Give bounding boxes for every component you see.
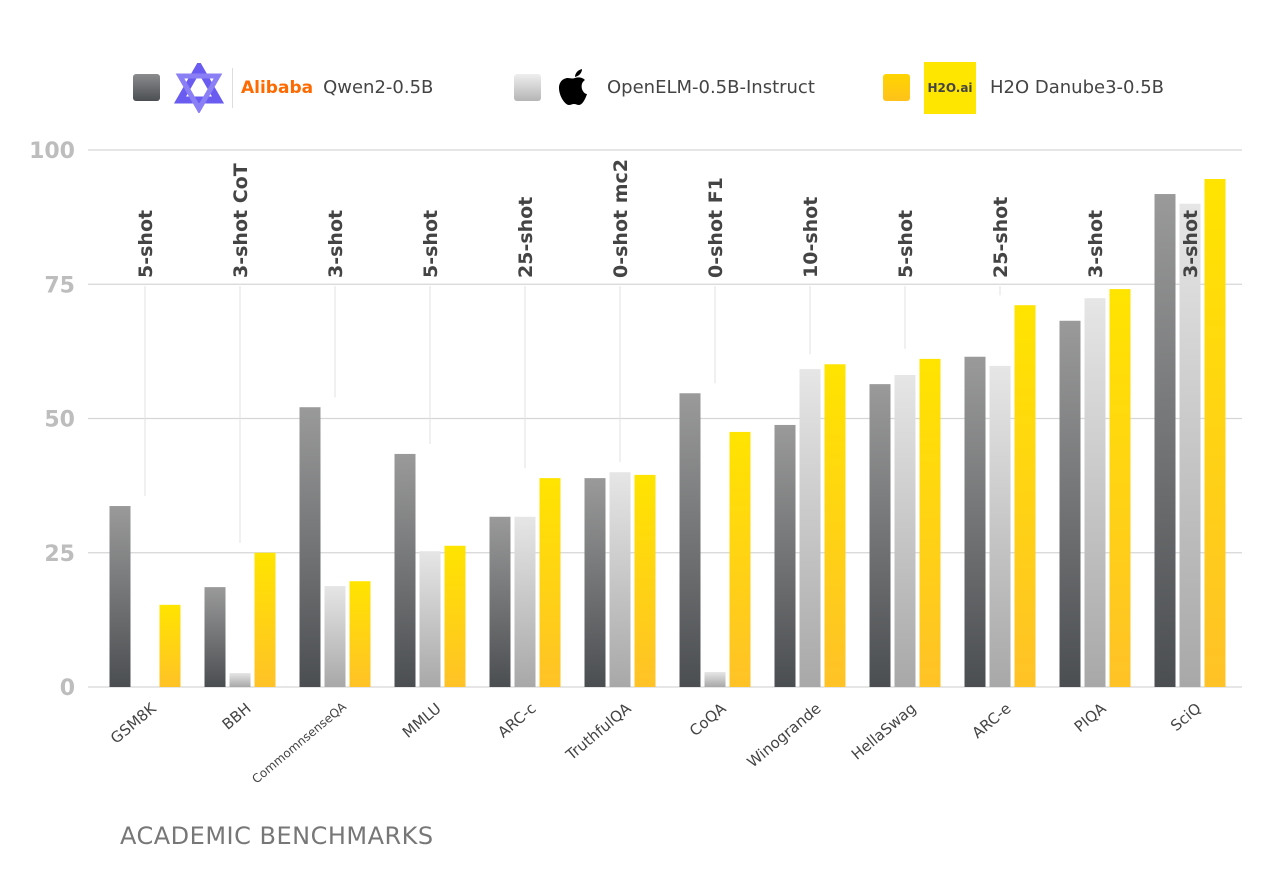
shot-annotation: 5-shot [135, 210, 157, 278]
shot-annotation: 5-shot [420, 210, 442, 278]
bar-openelm-0-5b-instruct [704, 671, 726, 687]
legend-label: Qwen2-0.5B [323, 77, 434, 98]
bar-h2o-danube3-0-5b [1014, 305, 1036, 687]
bar-h2o-danube3-0-5b [919, 358, 941, 687]
bar-qwen2-0-5b [869, 384, 891, 687]
shot-annotation: 3-shot [325, 210, 347, 278]
bar-openelm-0-5b-instruct [1179, 203, 1201, 687]
x-tick-label: HellaSwag [848, 699, 920, 763]
shot-annotation: 0-shot F1 [705, 177, 727, 278]
bar-h2o-danube3-0-5b [634, 474, 656, 687]
shot-annotation: 25-shot [515, 197, 537, 278]
bar-openelm-0-5b-instruct [894, 375, 916, 687]
bar-h2o-danube3-0-5b [1204, 178, 1226, 688]
x-tick-label: ARC-c [494, 699, 539, 741]
bar-qwen2-0-5b [109, 506, 131, 687]
x-tick-label: CoQA [686, 699, 730, 740]
bar-openelm-0-5b-instruct [799, 369, 821, 687]
x-tick-label: CommomnsenseQA [249, 699, 349, 786]
bar-qwen2-0-5b [204, 587, 226, 687]
qwen-logo-icon [174, 62, 224, 113]
x-tick-label: BBH [219, 699, 255, 733]
alibaba-logo: Alibaba [241, 77, 314, 98]
legend-item-openelm: OpenELM-0.5B-Instruct [514, 60, 815, 115]
legend: Alibaba Qwen2-0.5B OpenELM-0.5B-Instruct… [0, 60, 1280, 115]
x-tick-label: ARC-e [968, 699, 1014, 742]
bar-openelm-0-5b-instruct [229, 673, 251, 687]
bar-qwen2-0-5b [679, 393, 701, 687]
bar-qwen2-0-5b [1154, 194, 1176, 687]
footer-title: ACADEMIC BENCHMARKS [120, 822, 434, 850]
legend-item-h2o: H2O.ai H2O Danube3-0.5B [883, 60, 1164, 115]
y-tick-label: 75 [44, 273, 75, 298]
bar-qwen2-0-5b [1059, 320, 1081, 687]
bar-qwen2-0-5b [964, 356, 986, 687]
legend-swatch [133, 74, 160, 101]
y-tick-label: 100 [29, 139, 75, 164]
bar-qwen2-0-5b [299, 407, 321, 687]
x-tick-label: MMLU [399, 699, 445, 741]
shot-annotation: 5-shot [895, 210, 917, 278]
bar-h2o-danube3-0-5b [349, 581, 371, 687]
bar-qwen2-0-5b [394, 453, 416, 687]
bar-h2o-danube3-0-5b [729, 431, 751, 687]
bar-openelm-0-5b-instruct [1084, 298, 1106, 687]
bar-qwen2-0-5b [489, 516, 511, 687]
x-tick-label: GSM8K [107, 699, 160, 748]
legend-label: OpenELM-0.5B-Instruct [607, 77, 815, 98]
y-tick-label: 0 [60, 676, 75, 701]
bar-h2o-danube3-0-5b [254, 552, 276, 687]
apple-logo-icon [559, 68, 587, 105]
shot-annotation: 0-shot mc2 [610, 159, 632, 278]
x-tick-label: SciQ [1167, 699, 1204, 734]
legend-item-qwen: Alibaba Qwen2-0.5B [133, 60, 433, 115]
bar-h2o-danube3-0-5b [539, 478, 561, 687]
bar-openelm-0-5b-instruct [609, 472, 631, 687]
x-tick-label: TruthfulQA [562, 699, 635, 765]
shot-annotation: 3-shot [1180, 210, 1202, 278]
x-tick-label: PIQA [1071, 699, 1110, 736]
bar-h2o-danube3-0-5b [824, 364, 846, 687]
legend-label: H2O Danube3-0.5B [990, 77, 1165, 98]
y-tick-label: 50 [44, 408, 75, 433]
shot-annotation: 10-shot [800, 197, 822, 278]
bar-qwen2-0-5b [584, 478, 606, 687]
shot-annotation: 25-shot [990, 197, 1012, 278]
bar-openelm-0-5b-instruct [419, 551, 441, 687]
bar-openelm-0-5b-instruct [324, 586, 346, 687]
shot-annotation: 3-shot CoT [230, 163, 252, 278]
legend-swatch [883, 74, 910, 101]
x-tick-label: Winogrande [744, 699, 825, 771]
bar-qwen2-0-5b [774, 424, 796, 687]
y-tick-label: 25 [44, 542, 75, 567]
legend-swatch [514, 74, 541, 101]
h2o-logo: H2O.ai [924, 61, 976, 114]
bar-h2o-danube3-0-5b [1109, 289, 1131, 687]
shot-annotation: 3-shot [1085, 210, 1107, 278]
bar-openelm-0-5b-instruct [989, 365, 1011, 687]
bar-h2o-danube3-0-5b [444, 545, 466, 687]
bar-h2o-danube3-0-5b [159, 604, 181, 687]
bar-openelm-0-5b-instruct [514, 516, 536, 687]
